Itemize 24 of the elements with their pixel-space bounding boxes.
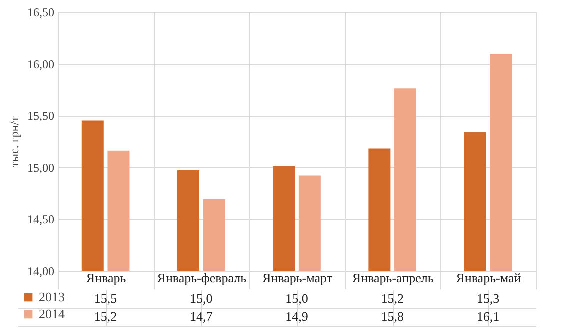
- x-tick-label: Январь-май: [456, 270, 522, 286]
- legend-label: 2013: [39, 290, 65, 304]
- data-label: 15,3: [476, 291, 500, 306]
- data-label: 16,1: [476, 309, 500, 324]
- data-label: 15,2: [94, 309, 118, 324]
- y-tick-label: 16,00: [28, 57, 54, 72]
- x-tick-label: Январь: [86, 270, 126, 286]
- y-tick-label: 14,50: [28, 212, 54, 227]
- x-tick-label: Январь-апрель: [352, 270, 434, 286]
- legend-label: 2014: [39, 306, 66, 322]
- data-label: 15,8: [381, 309, 404, 324]
- x-tick-label: Январь-февраль: [157, 270, 247, 286]
- data-label: 15,5: [94, 291, 118, 306]
- data-label: 15,0: [286, 291, 308, 306]
- y-tick-label: 16,50: [28, 6, 54, 20]
- y-tick-label: 14,00: [28, 264, 54, 278]
- y-tick-label: 15,00: [28, 160, 54, 175]
- x-tick-label: Январь-март: [262, 270, 333, 286]
- y-axis-title: тыс. грн/т: [8, 116, 22, 168]
- data-label: 15,0: [190, 291, 213, 306]
- data-label: 14,9: [286, 309, 308, 324]
- y-tick-label: 15,50: [28, 109, 54, 124]
- data-label: 15,2: [381, 291, 404, 306]
- data-label: 14,7: [190, 309, 214, 324]
